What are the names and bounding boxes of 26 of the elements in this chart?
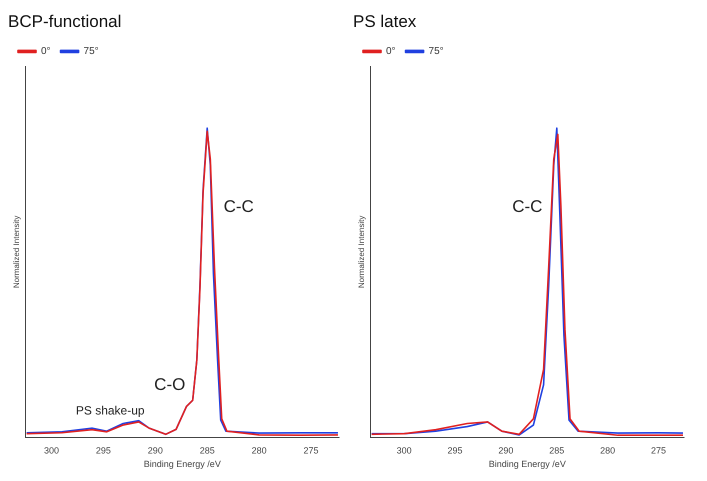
x-axis-title: Binding Energy /eV <box>488 459 566 470</box>
x-tick-label: 275 <box>303 445 318 456</box>
annotation: C-C <box>224 197 254 216</box>
y-axis-title: Normalized Intensity <box>357 216 366 288</box>
x-tick-label: 285 <box>549 445 564 456</box>
x-tick-label: 280 <box>252 445 267 456</box>
x-tick-label: 300 <box>396 445 412 456</box>
x-axis-title: Binding Energy /eV <box>144 459 221 470</box>
x-tick-label: 285 <box>200 445 215 456</box>
annotation: C-O <box>154 375 186 394</box>
legend-label: 75° <box>428 46 444 58</box>
x-tick-label: 280 <box>600 445 616 456</box>
annotation: C-C <box>512 197 542 216</box>
legend-label: 0° <box>386 46 396 58</box>
legend-label: 0° <box>41 46 51 58</box>
annotation: PS shake-up <box>76 404 145 418</box>
x-tick-label: 290 <box>148 445 163 456</box>
legend-label: 75° <box>84 46 99 58</box>
x-tick-label: 300 <box>44 445 60 456</box>
x-tick-label: 275 <box>651 445 666 456</box>
x-tick-label: 290 <box>498 445 514 456</box>
chart-title: PS latex <box>353 12 417 31</box>
y-axis-title: Normalized Intensity <box>12 216 22 288</box>
x-tick-label: 295 <box>448 445 463 456</box>
chart-title: BCP-functional <box>8 12 122 31</box>
x-tick-label: 295 <box>96 445 111 456</box>
